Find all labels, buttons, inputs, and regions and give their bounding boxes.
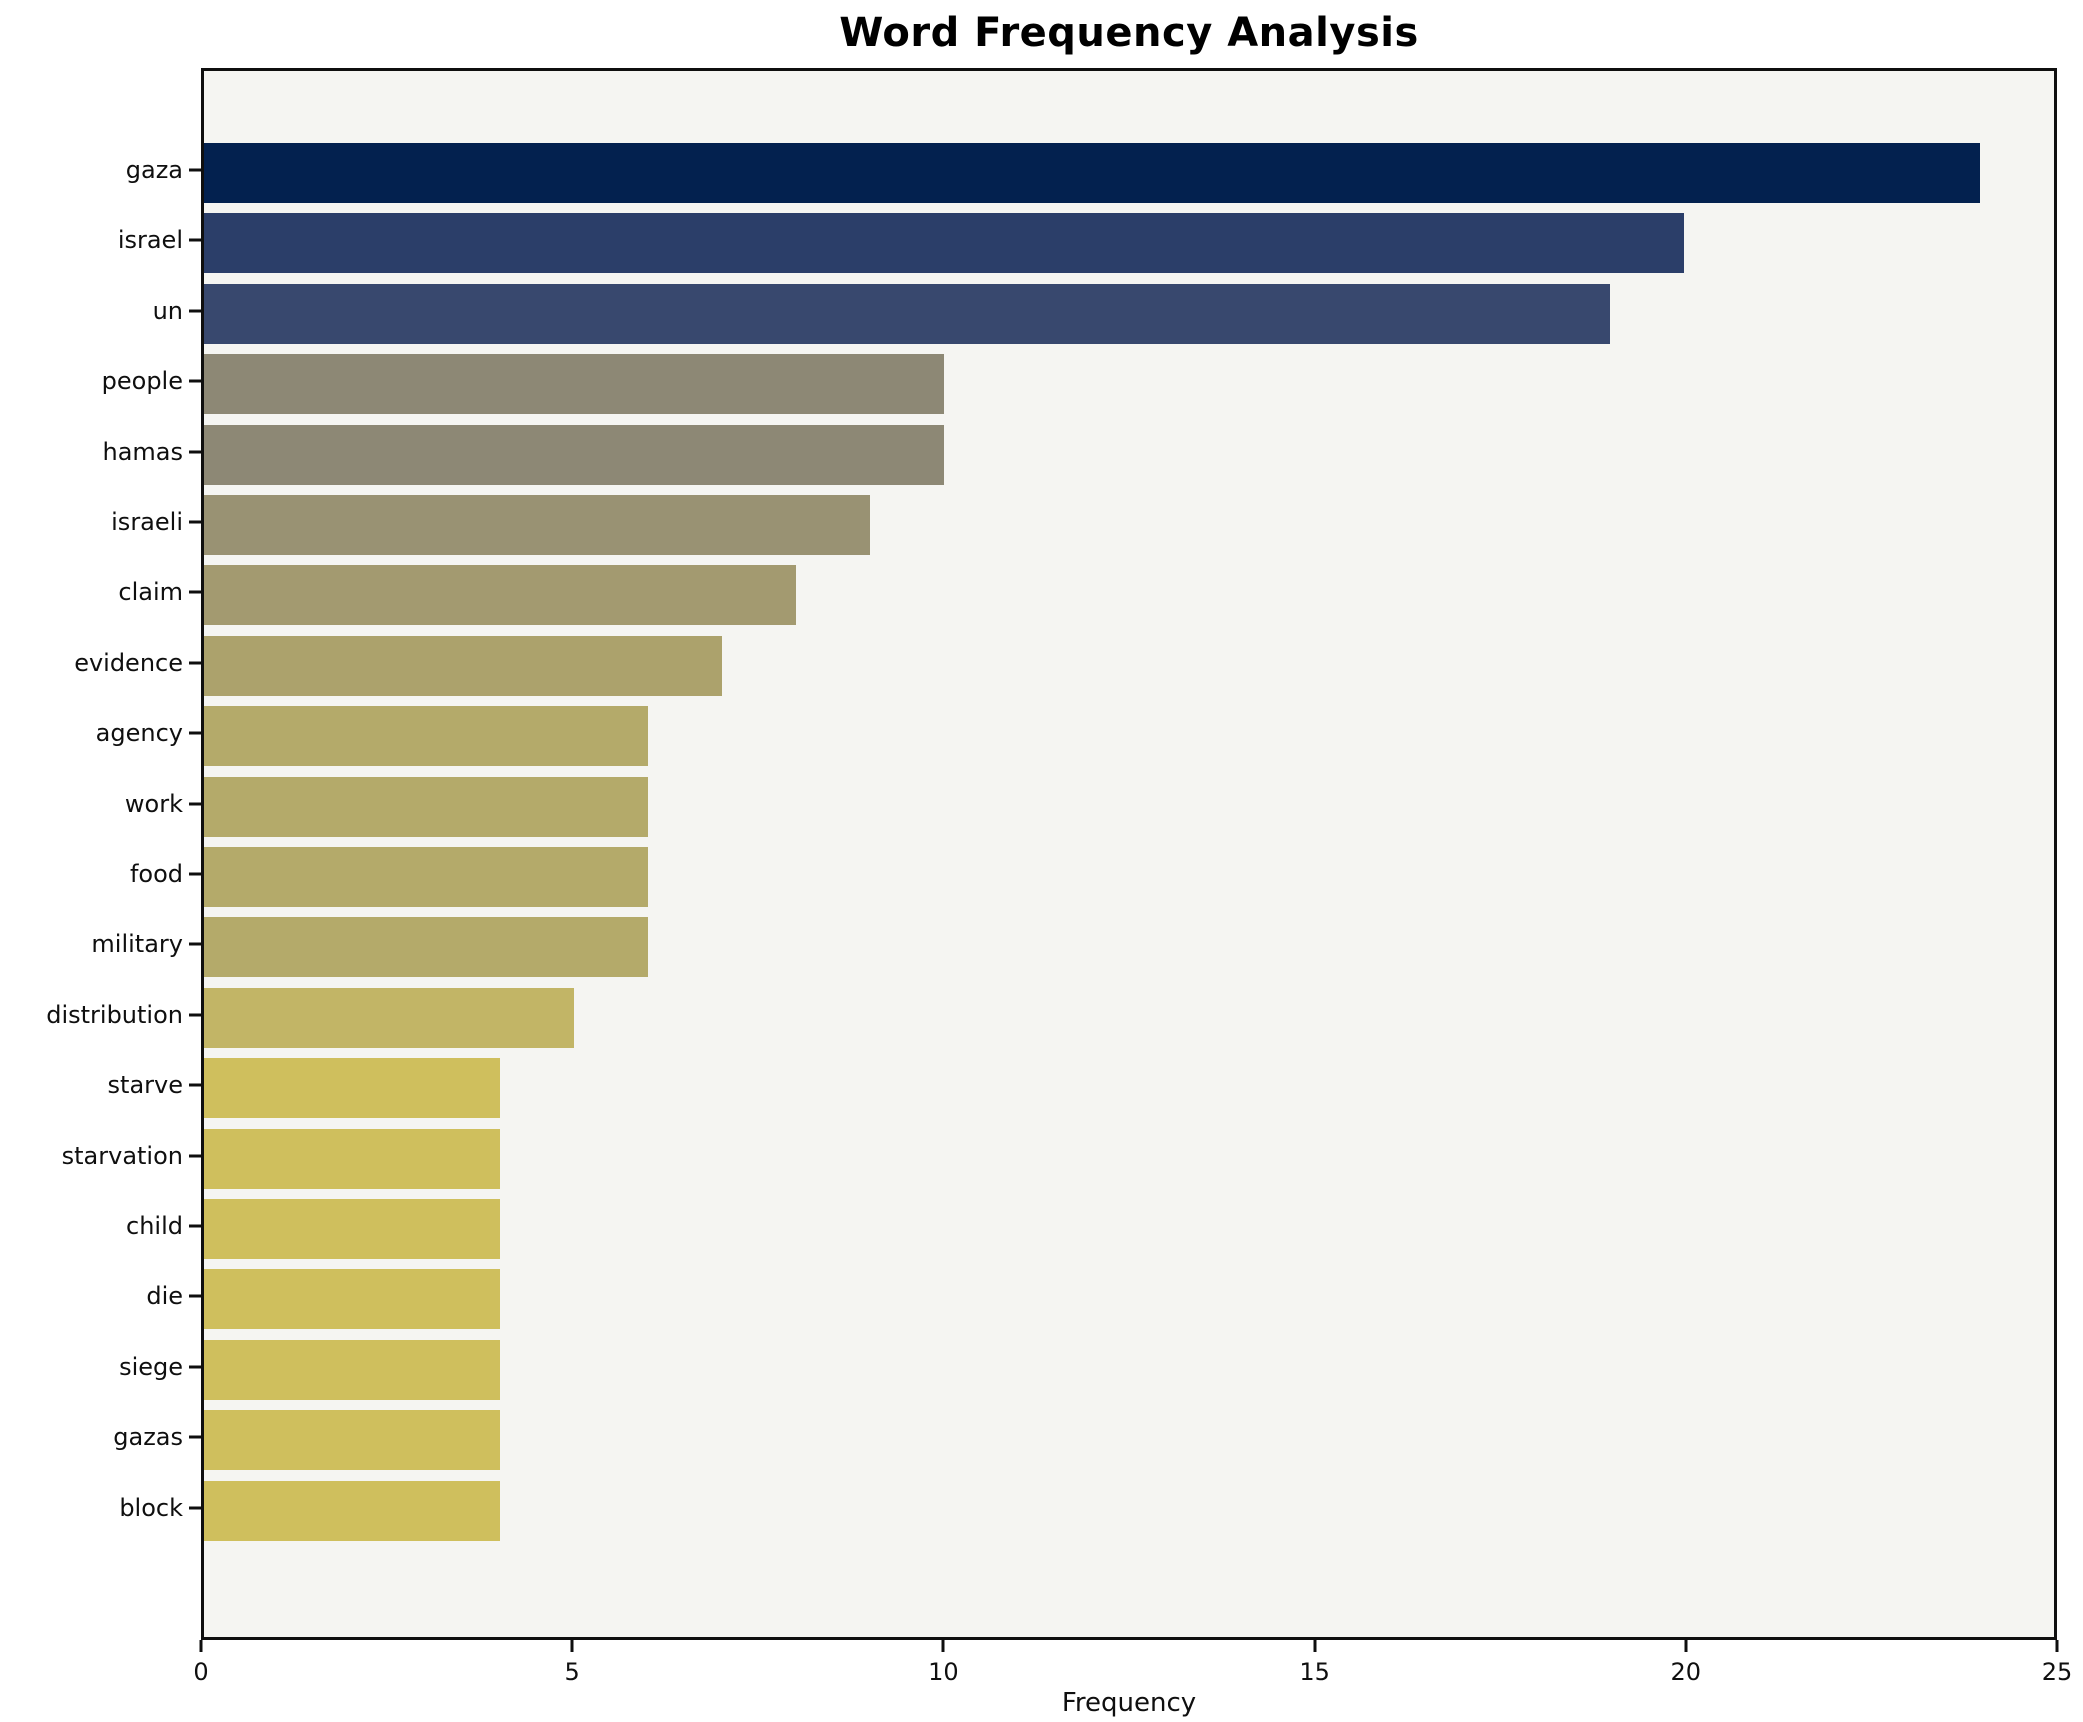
x-tick-label-15: 15	[1299, 1658, 1330, 1686]
y-tick-label-un: un	[152, 296, 183, 325]
y-tick-label-distribution: distribution	[46, 1000, 183, 1029]
x-tick-label-0: 0	[193, 1658, 209, 1686]
y-tick-mark-israel	[189, 238, 201, 242]
y-tick-mark-un	[189, 309, 201, 313]
bar-un	[204, 283, 1610, 344]
y-tick-mark-work	[189, 802, 201, 806]
bar-evidence	[204, 635, 722, 696]
x-tick-mark-20	[1684, 1640, 1688, 1652]
x-tick-mark-25	[2055, 1640, 2059, 1652]
x-tick-mark-10	[941, 1640, 945, 1652]
bar-child	[204, 1199, 500, 1259]
y-tick-label-military: military	[91, 930, 183, 959]
bar-hamas	[204, 424, 944, 485]
y-tick-label-work: work	[124, 789, 183, 818]
y-tick-label-claim: claim	[118, 578, 183, 607]
y-tick-mark-claim	[189, 590, 201, 594]
y-tick-mark-starve	[189, 1083, 201, 1087]
x-tick-mark-5	[570, 1640, 574, 1652]
bar-israel	[204, 213, 1684, 274]
x-axis-label: Frequency	[1061, 1688, 1197, 1718]
y-tick-label-agency: agency	[95, 719, 183, 748]
y-tick-label-gazas: gazas	[113, 1423, 183, 1452]
y-tick-mark-israeli	[189, 520, 201, 524]
y-tick-label-starvation: starvation	[61, 1141, 183, 1170]
bar-people	[204, 354, 944, 415]
bar-food	[204, 847, 648, 907]
x-tick-mark-0	[199, 1640, 203, 1652]
y-tick-label-israeli: israeli	[111, 508, 183, 536]
y-tick-mark-gaza	[189, 168, 201, 172]
plot-area	[201, 68, 2057, 1640]
bar-gaza	[204, 143, 1980, 203]
y-tick-label-starve: starve	[107, 1071, 183, 1100]
bar-gazas	[204, 1410, 500, 1471]
y-tick-mark-block	[189, 1506, 201, 1510]
y-tick-label-hamas: hamas	[102, 437, 183, 466]
y-tick-label-child: child	[126, 1212, 183, 1240]
y-tick-mark-people	[189, 379, 201, 383]
chart-title: Word Frequency Analysis	[839, 10, 1419, 56]
bar-military	[204, 917, 648, 978]
bar-distribution	[204, 987, 574, 1048]
x-tick-mark-15	[1313, 1640, 1317, 1652]
y-tick-mark-starvation	[189, 1154, 201, 1158]
y-tick-mark-child	[189, 1224, 201, 1228]
y-tick-mark-hamas	[189, 450, 201, 454]
x-tick-label-5: 5	[564, 1658, 580, 1686]
bar-starvation	[204, 1128, 500, 1189]
bar-claim	[204, 565, 796, 626]
bar-starve	[204, 1058, 500, 1119]
bar-israeli	[204, 495, 870, 555]
x-tick-label-25: 25	[2041, 1658, 2073, 1686]
x-tick-label-10: 10	[928, 1658, 959, 1686]
y-tick-label-evidence: evidence	[74, 648, 183, 677]
y-tick-label-food: food	[129, 860, 183, 888]
y-tick-label-israel: israel	[117, 226, 183, 255]
bar-block	[204, 1480, 500, 1541]
bar-die	[204, 1269, 500, 1330]
y-tick-label-gaza: gaza	[125, 156, 183, 184]
y-tick-mark-distribution	[189, 1013, 201, 1017]
y-tick-label-people: people	[101, 367, 183, 396]
y-tick-mark-agency	[189, 731, 201, 735]
bar-siege	[204, 1339, 500, 1400]
x-tick-label-20: 20	[1670, 1658, 1702, 1686]
y-tick-label-die: die	[146, 1282, 183, 1311]
y-tick-label-block: block	[119, 1493, 183, 1522]
y-tick-mark-gazas	[189, 1435, 201, 1439]
y-tick-mark-siege	[189, 1365, 201, 1369]
bar-agency	[204, 706, 648, 767]
y-tick-mark-die	[189, 1294, 201, 1298]
y-tick-mark-food	[189, 872, 201, 876]
y-tick-mark-military	[189, 942, 201, 946]
bar-work	[204, 776, 648, 837]
y-tick-label-siege: siege	[119, 1352, 183, 1381]
y-tick-mark-evidence	[189, 661, 201, 665]
